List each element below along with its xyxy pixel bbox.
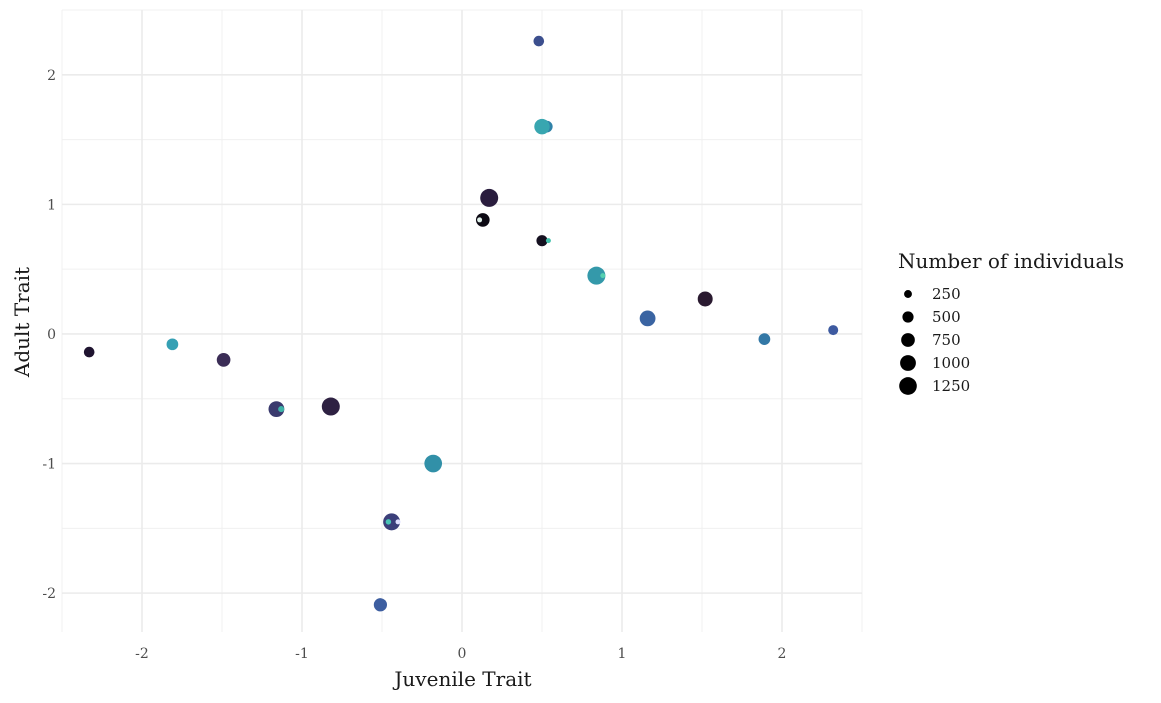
y-tick-label: 0 [47,327,56,343]
data-point [477,217,483,223]
x-axis-ticks: -2 -1 0 1 2 [135,646,786,662]
legend-entries: 250 500 750 1000 1250 [899,285,970,395]
data-point [385,519,392,525]
data-point [395,519,401,525]
y-axis-title: Adult Trait [10,267,34,378]
data-point [424,454,443,473]
y-axis-ticks: -2 -1 0 1 2 [42,68,56,602]
x-axis-title: Juvenile Trait [392,667,531,691]
data-point [600,273,606,279]
x-tick-label: -1 [295,646,309,662]
data-point [480,188,499,207]
data-point [828,325,839,336]
data-point [536,235,548,247]
data-point [587,266,606,285]
legend-label: 500 [932,308,961,326]
data-point [83,346,95,358]
y-tick-label: 2 [47,68,56,84]
legend-key [902,311,914,323]
y-tick-label: -1 [42,457,56,473]
legend-key [900,355,916,371]
data-point [278,406,285,413]
data-points [83,35,839,612]
legend-title: Number of individuals [898,249,1124,273]
data-point [639,310,656,327]
data-point [534,118,550,135]
data-point [268,401,285,418]
data-point [166,338,179,351]
legend-label: 250 [932,285,961,303]
legend-key [901,333,915,347]
legend-label: 1000 [932,354,970,372]
legend: Number of individuals 250 500 750 1000 1250 [898,249,1124,395]
x-tick-label: 1 [618,646,627,662]
data-point [545,238,551,244]
data-point [383,513,401,531]
x-tick-label: 2 [778,646,787,662]
legend-label: 750 [932,331,961,349]
legend-label: 1250 [932,377,970,395]
y-tick-label: 1 [47,197,56,213]
y-tick-label: -2 [42,586,56,602]
x-tick-label: -2 [135,646,149,662]
data-point [758,333,771,345]
x-tick-label: 0 [458,646,467,662]
data-point [321,397,340,416]
legend-key [899,377,917,395]
legend-key [904,290,912,298]
data-point [533,35,545,47]
data-point [216,353,231,367]
data-point [373,598,388,612]
data-point [475,213,490,227]
data-point [697,291,713,307]
grid-major [62,10,862,632]
